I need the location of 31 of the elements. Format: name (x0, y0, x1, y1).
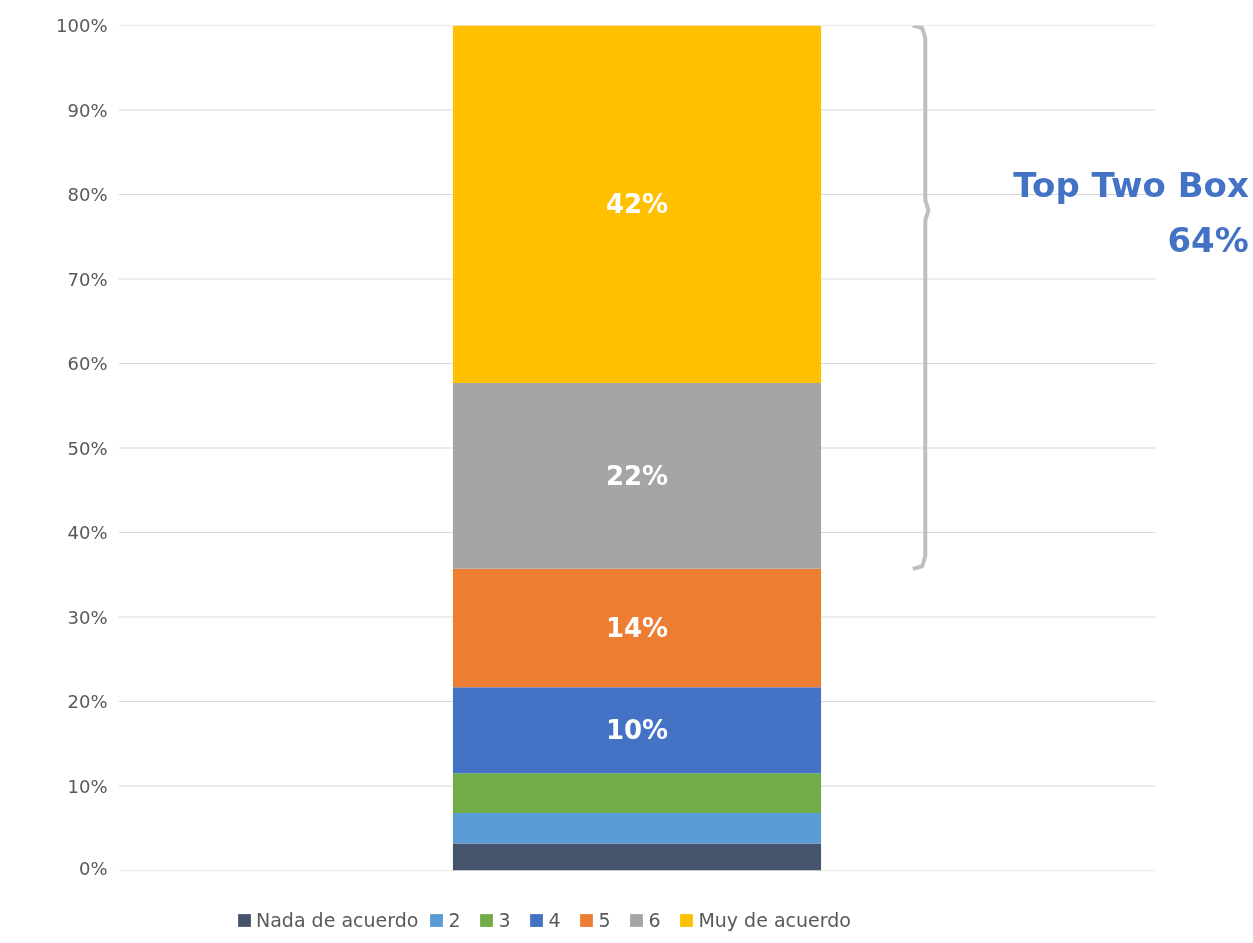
legend-label: 6 (648, 909, 662, 931)
y-tick-label: 10% (67, 775, 108, 797)
text: 64% (1167, 219, 1249, 260)
y-tick-label: 80% (67, 184, 108, 205)
legend-label: 3 (498, 909, 512, 931)
legend-label: 5 (598, 909, 612, 931)
y-tick-label: 20% (67, 691, 108, 712)
legend-label: Nada de acuerdo (256, 909, 419, 931)
legend-label: 2 (448, 909, 462, 931)
legend-label: 4 (548, 909, 562, 931)
y-tick-label: 60% (67, 353, 108, 374)
bar (452, 843, 822, 871)
bar (452, 25, 822, 383)
y-tick-label: 100% (56, 15, 108, 36)
bar (452, 568, 822, 688)
y-tick-label: 70% (67, 268, 108, 290)
bar (452, 687, 822, 774)
data-label: 10% (605, 715, 669, 746)
text: Top Two Box (1013, 164, 1249, 205)
y-tick-label: 90% (67, 99, 108, 121)
bar (452, 773, 822, 814)
data-label: 22% (605, 460, 669, 491)
y-tick-label: 50% (67, 437, 108, 459)
bar (452, 382, 822, 569)
y-tick-label: 40% (67, 522, 108, 543)
data-label: 14% (605, 612, 669, 643)
data-label: 42% (605, 189, 669, 220)
bar (452, 813, 822, 844)
y-tick-label: 0% (78, 857, 108, 879)
y-tick-label: 30% (67, 606, 108, 628)
legend-label: Muy de acuerdo (698, 909, 851, 931)
